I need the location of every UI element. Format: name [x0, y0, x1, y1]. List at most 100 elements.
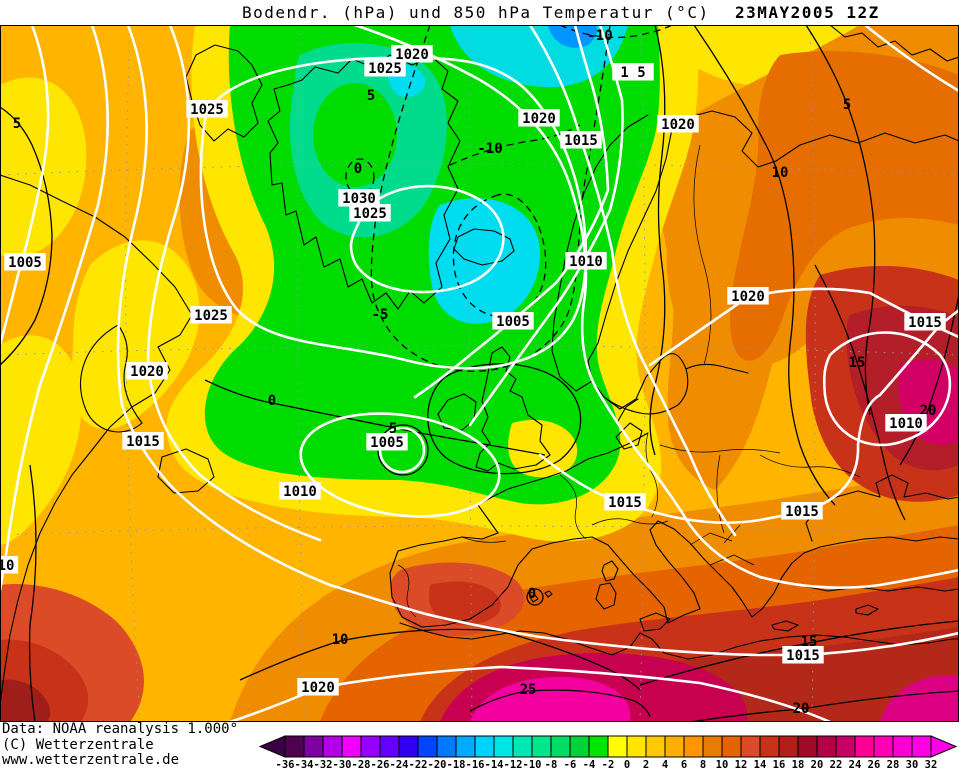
isobar-label-text: 1 5 — [620, 65, 645, 81]
colorbar-arrow-right — [930, 735, 958, 758]
colorbar-segment — [892, 735, 913, 758]
colorbar-tick: -4 — [583, 759, 596, 770]
isobar-label: 1020 — [126, 362, 168, 380]
colorbar-tick: 22 — [830, 759, 843, 770]
colorbar-segment — [588, 735, 609, 758]
temp-contour-label: 15 — [849, 355, 866, 371]
isobar-label-text: 1015 — [608, 495, 642, 511]
temperature-field — [0, 25, 959, 722]
temp-contour-label: -10 — [477, 141, 502, 157]
isobar-label-text: 10 — [0, 558, 14, 574]
temp-contour-label: 0 — [268, 393, 276, 409]
colorbar-segments — [258, 735, 958, 758]
temp-contour-label: -10 — [587, 28, 612, 44]
isobar-label-text: 1010 — [889, 416, 923, 432]
isobar-label: 1020 — [297, 678, 339, 696]
colorbar-segment — [550, 735, 571, 758]
temp-contour-label: 10 — [772, 165, 789, 181]
colorbar-segment — [284, 735, 305, 758]
colorbar-tick: 28 — [887, 759, 900, 770]
temp-contour-label: 0 — [528, 586, 536, 602]
colorbar-tick: -26 — [371, 759, 390, 770]
isobar-label-text: 1015 — [786, 648, 820, 664]
credit-line-data: Data: NOAA reanalysis 1.000° — [2, 721, 239, 737]
isobar-label: 1010 — [279, 482, 321, 500]
temp-contour-label: 20 — [793, 701, 810, 717]
temp-contour-label: 0 — [354, 161, 362, 177]
isobar-label: 1015 — [904, 313, 946, 331]
colorbar-tick: 18 — [792, 759, 805, 770]
isobar-label-text: 1025 — [353, 206, 387, 222]
temp-contour-label: 10 — [332, 632, 349, 648]
colorbar-segment — [721, 735, 742, 758]
colorbar-tick: 2 — [643, 759, 649, 770]
colorbar-tick: -6 — [564, 759, 577, 770]
isobar-label: 1 5 — [612, 63, 654, 81]
colorbar-segment — [607, 735, 628, 758]
map-area: -10 5 5 5 -10 0 10 -5 15 0 20 5 0 10 15 25 20 1020 1025 10… — [0, 25, 959, 722]
colorbar-tick: 0 — [624, 759, 630, 770]
isobar-label-text: 1025 — [190, 102, 224, 118]
temp-contour-label: 5 — [843, 97, 851, 113]
colorbar-tick: -36 — [276, 759, 295, 770]
isobar-label: 1010 — [565, 252, 607, 270]
isobar-label-text: 1015 — [564, 133, 598, 149]
isobar-label-text: 1005 — [370, 435, 404, 451]
colorbar-segment — [360, 735, 381, 758]
colorbar-segment — [303, 735, 324, 758]
colorbar-segment — [322, 735, 343, 758]
isobar-label-text: 1010 — [283, 484, 317, 500]
colorbar-segment — [702, 735, 723, 758]
isobar-label-text: 1020 — [301, 680, 335, 696]
colorbar: -36 -34 -32 -30 -28 -26 -24 -22 -20 -18 -16 -14 -12-… — [258, 735, 958, 770]
colorbar-tick: -18 — [447, 759, 466, 770]
colorbar-segment — [455, 735, 476, 758]
isobar-label: 1015 — [781, 502, 823, 520]
colorbar-tick: -14 — [485, 759, 504, 770]
isobar-label-text: 1015 — [785, 504, 819, 520]
colorbar-tick: -12 — [504, 759, 523, 770]
isobar-label: 1020 — [518, 109, 560, 127]
colorbar-tick-labels: -36 -34 -32 -30 -28 -26 -24 -22 -20 -18 -16 -14 -12-… — [276, 759, 938, 770]
colorbar-tick: -8 — [545, 759, 558, 770]
isobar-label-text: 1005 — [8, 255, 42, 271]
isobar-label-text: 1025 — [194, 308, 228, 324]
colorbar-segment — [417, 735, 438, 758]
colorbar-segment — [531, 735, 552, 758]
isobar-label-text: 1010 — [569, 254, 603, 270]
isobar-label-text: 1005 — [496, 314, 530, 330]
colorbar-tick: 14 — [754, 759, 767, 770]
colorbar-segment — [512, 735, 533, 758]
colorbar-tick: 30 — [906, 759, 919, 770]
temp-contour-label: 25 — [520, 682, 537, 698]
credits: Data: NOAA reanalysis 1.000° (C) Wetterze… — [2, 721, 239, 769]
colorbar-segment — [759, 735, 780, 758]
isobar-label: 10 — [0, 556, 19, 574]
credit-line-copyright: (C) Wetterzentrale — [2, 736, 154, 753]
isobar-label: 1025 — [190, 306, 232, 324]
coastlines — [0, 25, 959, 706]
isobar-label: 1025 — [349, 204, 391, 222]
colorbar-segment — [816, 735, 837, 758]
colorbar-tick: -32 — [314, 759, 333, 770]
colorbar-tick: 32 — [925, 759, 938, 770]
colorbar-tick: 4 — [662, 759, 668, 770]
colorbar-arrow-left — [258, 735, 286, 758]
colorbar-tick: -22 — [409, 759, 428, 770]
colorbar-segment — [341, 735, 362, 758]
colorbar-segment — [740, 735, 761, 758]
isobar-label: 1015 — [560, 131, 602, 149]
isobar-label: 1005 — [366, 433, 408, 451]
isobar-label-text: 1030 — [342, 191, 376, 207]
temp-contour-label: -5 — [372, 307, 389, 323]
isobar-label: 1025 — [364, 59, 406, 77]
temp-contour-label: 5 — [389, 421, 397, 437]
colorbar-segment — [569, 735, 590, 758]
colorbar-tick: -16 — [466, 759, 485, 770]
temp-contour-label: 5 — [367, 88, 375, 104]
colorbar-tick: 20 — [811, 759, 824, 770]
colorbar-tick: -28 — [352, 759, 371, 770]
temp-contour-label: 5 — [13, 116, 21, 132]
